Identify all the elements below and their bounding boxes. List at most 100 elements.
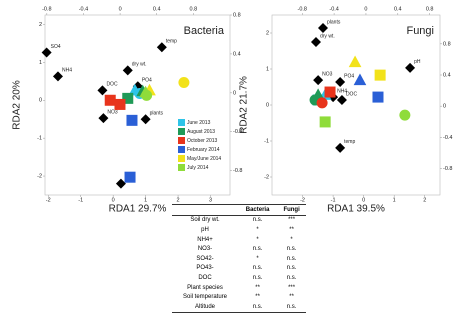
y-tick-label: 2 (266, 30, 269, 36)
biplot-vector (41, 47, 52, 58)
biplot-label: NH4 (337, 88, 347, 94)
y2-tick-label: -0.4 (443, 135, 452, 141)
biplot-vector (405, 62, 416, 73)
x-axis-label: RDA1 39.5% (327, 204, 385, 215)
biplot-label: PO4 (344, 73, 354, 79)
table-header: Bacteria Fungi (172, 204, 306, 216)
biplot-label: dry wt. (320, 33, 335, 39)
biplot-label: DOC (106, 82, 118, 88)
legend-swatch (178, 119, 185, 126)
biplot-label: pH (414, 59, 421, 65)
sample-point (139, 85, 152, 98)
table-row: NO3- n.s. n.s. (172, 244, 306, 254)
biplot-label: plants (327, 19, 341, 25)
y2-tick-label: 0.8 (443, 41, 451, 47)
y2-tick-label: 0.4 (233, 51, 241, 57)
biplot-label: temp (166, 39, 177, 45)
significance-cell: *** (288, 217, 296, 224)
x2-tick-label: 0.4 (394, 6, 402, 12)
biplot-vector (313, 75, 324, 86)
sample-point (114, 98, 126, 110)
significance-cell: n.s. (286, 255, 297, 262)
x2-tick-label: 0.8 (190, 6, 198, 12)
significance-cell: n.s. (252, 246, 263, 253)
biplot-label: plants (150, 111, 164, 117)
y2-tick-label: 0 (443, 104, 446, 110)
significance-cell: *** (288, 284, 296, 291)
y2-tick-label: 0.4 (443, 72, 451, 78)
biplot-vector (115, 178, 126, 189)
y2-tick-label: -0.4 (233, 129, 242, 135)
x-tick-label: 2 (177, 197, 180, 203)
plot-frame (44, 14, 231, 196)
variable-cell: SO42- (196, 255, 214, 262)
y-tick-label: 1 (266, 66, 269, 72)
variable-cell: DOC (198, 274, 212, 281)
x-tick-label: 1 (144, 197, 147, 203)
table-row: SO42- * n.s. (172, 254, 306, 264)
variable-cell: PO43- (196, 265, 214, 272)
significance-cell: n.s. (286, 274, 297, 281)
column-header: Fungi (277, 204, 306, 216)
sample-point (353, 73, 367, 86)
x-tick-label: 3 (209, 197, 212, 203)
y2-tick-label: 0 (233, 90, 236, 96)
y-tick-label: 0 (266, 102, 269, 108)
biplot-label: SO4 (51, 44, 61, 50)
significance-table: Bacteria Fungi Soil dry wt. n.s. *** pH * ** NH… (172, 204, 306, 313)
y-tick-label: -1 (37, 136, 42, 142)
table-row: pH * ** (172, 225, 306, 235)
x2-tick-label: -0.4 (79, 6, 88, 12)
significance-cell: * (290, 236, 293, 243)
table-row: Soil temperature ** ** (172, 292, 306, 302)
variable-cell: pH (201, 226, 209, 233)
legend-label: June 2013 (187, 120, 211, 126)
x-tick-label: -2 (46, 197, 51, 203)
biplot-vector (310, 37, 321, 47)
y-tick-label: -2 (264, 174, 269, 180)
significance-cell: n.s. (277, 301, 306, 313)
variable-cell: Plant species (187, 284, 223, 291)
significance-cell: ** (255, 284, 260, 291)
legend-swatch (178, 128, 185, 135)
legend-swatch (178, 164, 185, 171)
sample-point (124, 171, 136, 183)
variable-cell: NH4+ (197, 236, 213, 243)
sample-point (324, 86, 336, 98)
x2-tick-label: 0.4 (153, 6, 161, 12)
significance-cell: n.s. (286, 246, 297, 253)
x-axis-label: RDA1 29.7% (109, 204, 167, 215)
x-tick-label: -1 (331, 197, 336, 203)
variable-cell: Soil dry wt. (190, 217, 220, 224)
sample-point (399, 109, 411, 121)
sample-point (126, 114, 138, 126)
significance-cell: * (256, 226, 259, 233)
biplot-vector (156, 42, 167, 53)
biplot-vector (97, 85, 108, 96)
biplot-vector (140, 114, 151, 125)
legend-swatch (178, 137, 185, 144)
y-tick-label: -2 (37, 174, 42, 180)
biplot-vector (335, 142, 346, 153)
biplot-vector (98, 113, 109, 124)
biplot-label: DOC (346, 91, 358, 97)
biplot-vector (335, 76, 346, 87)
sample-point (316, 97, 328, 109)
table-row: Altitude n.s. n.s. (172, 301, 306, 313)
significance-cell: * (256, 255, 259, 262)
sample-point (122, 92, 134, 104)
x2-tick-label: 0 (364, 6, 367, 12)
x-tick-label: 1 (393, 197, 396, 203)
x-tick-label: 2 (423, 197, 426, 203)
sample-point (128, 83, 142, 96)
biplot-label: temp (344, 139, 355, 145)
significance-cell: * (256, 236, 259, 243)
significance-cell: ** (289, 294, 294, 301)
sample-point (348, 55, 362, 68)
y-tick-label: 1 (39, 60, 42, 66)
y-tick-label: 0 (39, 98, 42, 104)
table-row: DOC n.s. n.s. (172, 273, 306, 283)
variable-cell: NO3- (197, 246, 213, 253)
biplot-label: NH4 (62, 68, 72, 74)
significance-cell: n.s. (252, 265, 263, 272)
